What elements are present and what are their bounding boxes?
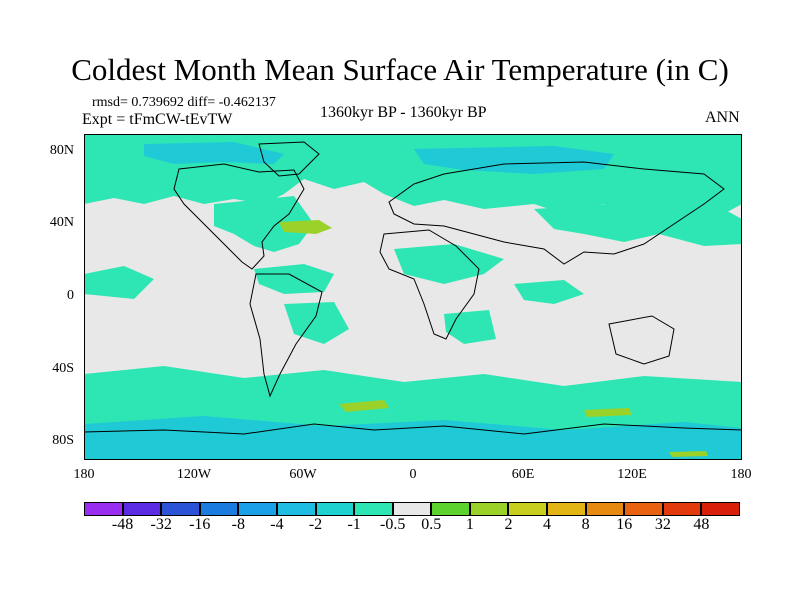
colorbar-swatch xyxy=(662,502,702,516)
colorbar-swatch xyxy=(161,502,200,516)
coast-greenland xyxy=(258,141,320,177)
siberia-core-anomaly xyxy=(414,146,614,174)
stats-label: rmsd= 0.739692 diff= -0.462137 xyxy=(92,95,276,110)
antarctic-core-anomaly xyxy=(84,416,742,460)
lat-label: 80S xyxy=(52,433,74,448)
lon-label: 180 xyxy=(73,467,95,482)
tropical-atlantic-anomaly xyxy=(254,264,334,294)
lon-label: 120W xyxy=(176,467,212,482)
coast-europe-asia xyxy=(388,161,725,265)
south-america-anomaly xyxy=(284,302,349,344)
arctic-core-anomaly xyxy=(144,142,284,164)
coast-antarctica xyxy=(84,423,742,435)
colorbar-swatch xyxy=(315,502,355,516)
colorbar-label: 8 xyxy=(581,516,590,533)
lat-label: 80N xyxy=(49,143,74,158)
colorbar-swatch xyxy=(701,502,740,516)
colorbar-swatch xyxy=(122,502,162,516)
colorbar-label: -32 xyxy=(150,516,172,533)
pacific-tropical-anomaly xyxy=(84,266,154,299)
plot-title: Coldest Month Mean Surface Air Temperatu… xyxy=(71,52,729,87)
colorbar-swatch xyxy=(547,502,586,516)
lat-label: 40S xyxy=(52,361,74,376)
colorbar-label: 16 xyxy=(616,516,633,533)
colorbar-swatch xyxy=(624,502,663,516)
coast-south-america xyxy=(249,273,323,398)
lon-label: 0 xyxy=(409,467,417,482)
colorbar-label: -8 xyxy=(231,516,245,533)
atlantic-warm-patch xyxy=(279,220,332,234)
colorbar-swatch xyxy=(84,502,123,516)
colorbar-label: -16 xyxy=(189,516,211,533)
colorbar-label: -2 xyxy=(308,516,323,533)
colorbar-label: 0.5 xyxy=(421,516,442,533)
colorbar-label: -4 xyxy=(270,516,284,533)
colorbar-swatch xyxy=(469,502,509,516)
southern-warm-patch xyxy=(339,400,389,412)
colorbar-label: 2 xyxy=(504,516,513,533)
colorbar-swatch xyxy=(585,502,625,516)
colorbar xyxy=(84,502,740,516)
colorbar-swatch xyxy=(199,502,239,516)
map-frame xyxy=(84,134,742,460)
lon-label: 180 xyxy=(730,467,752,482)
season-label: ANN xyxy=(705,109,740,126)
colorbar-swatch xyxy=(238,502,277,516)
coast-africa xyxy=(379,229,480,340)
north-america-anomaly xyxy=(214,196,314,252)
colorbar-label: -48 xyxy=(111,516,134,533)
colorbar-label: 32 xyxy=(654,516,671,533)
lon-label: 60W xyxy=(289,467,317,482)
lat-label: 0 xyxy=(67,288,74,303)
experiment-label: Expt = tFmCW-tEvTW xyxy=(82,111,233,128)
lon-label: 60E xyxy=(511,467,535,482)
coast-australia xyxy=(608,315,675,365)
coast-north-america xyxy=(173,163,305,270)
colorbar-label: -0.5 xyxy=(380,516,406,533)
lat-label: 40N xyxy=(49,215,74,230)
colorbar-swatch xyxy=(508,502,548,516)
colorbar-swatch xyxy=(431,502,470,516)
anomaly-map xyxy=(84,134,742,460)
colorbar-swatch xyxy=(276,502,316,516)
indian-ocean-anomaly xyxy=(514,280,584,304)
colorbar-swatch xyxy=(354,502,393,516)
southern-warm-patch-2 xyxy=(584,408,632,417)
coastlines xyxy=(84,141,742,435)
africa-anomaly xyxy=(394,244,504,284)
colorbar-label: 1 xyxy=(465,516,474,533)
lon-label: 120E xyxy=(617,467,647,482)
period-label: 1360kyr BP - 1360kyr BP xyxy=(320,104,487,121)
colorbar-label: -1 xyxy=(347,516,361,533)
colorbar-label: 4 xyxy=(543,516,552,533)
southern-warm-patch-3 xyxy=(669,451,708,457)
africa-south-anomaly xyxy=(444,310,496,344)
colorbar-label: 48 xyxy=(693,516,710,533)
colorbar-swatch xyxy=(392,502,432,516)
